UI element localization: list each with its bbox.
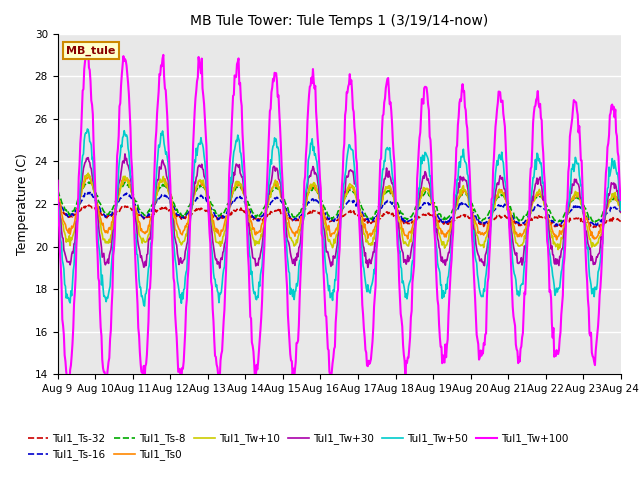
Text: MB_tule: MB_tule [66,46,115,56]
Y-axis label: Temperature (C): Temperature (C) [16,153,29,255]
Legend: Tul1_Ts-32, Tul1_Ts-16, Tul1_Ts-8, Tul1_Ts0, Tul1_Tw+10, Tul1_Tw+30, Tul1_Tw+50,: Tul1_Ts-32, Tul1_Ts-16, Tul1_Ts-8, Tul1_… [24,429,573,465]
Title: MB Tule Tower: Tule Temps 1 (3/19/14-now): MB Tule Tower: Tule Temps 1 (3/19/14-now… [190,14,488,28]
